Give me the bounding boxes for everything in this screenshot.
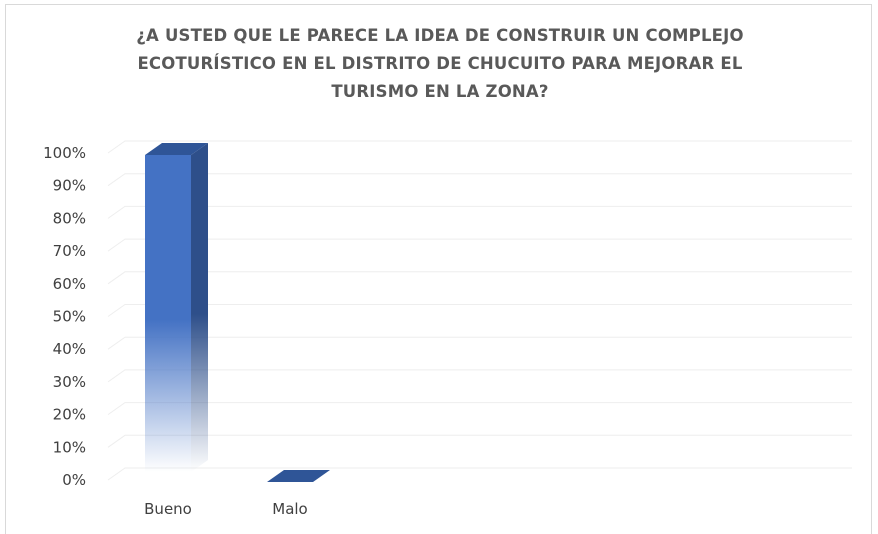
gridline <box>107 336 852 350</box>
y-tick-label: 60% <box>53 275 86 293</box>
bar-malo <box>267 470 330 482</box>
gridline <box>107 402 852 416</box>
y-axis-ticks: 0% 10% 20% 30% 40% 50% 60% 70% 80% 90% 100% <box>43 144 86 489</box>
gridline <box>107 304 852 317</box>
bar-top <box>145 143 208 155</box>
y-tick-label: 50% <box>53 308 86 326</box>
bar-bueno <box>145 143 208 472</box>
y-tick-label: 20% <box>53 406 86 424</box>
gridlines <box>107 140 852 481</box>
bar-top <box>267 470 330 482</box>
y-tick-label: 70% <box>53 242 86 260</box>
gridline <box>107 467 852 481</box>
gridline <box>107 173 852 187</box>
y-tick-label: 10% <box>53 438 86 456</box>
y-tick-label: 30% <box>53 373 86 391</box>
gridline <box>107 205 852 219</box>
category-label: Bueno <box>144 500 192 518</box>
category-label: Malo <box>272 500 307 518</box>
y-tick-label: 100% <box>43 144 86 162</box>
y-tick-label: 90% <box>53 177 86 195</box>
y-tick-label: 80% <box>53 209 86 227</box>
gridline <box>107 369 852 383</box>
y-tick-label: 0% <box>62 471 86 489</box>
bar-front <box>145 155 191 472</box>
bars <box>145 143 330 482</box>
bar-side <box>191 143 208 472</box>
y-tick-label: 40% <box>53 340 86 358</box>
gridline <box>107 434 852 448</box>
chart-title: ¿A USTED QUE LE PARECE LA IDEA DE CONSTR… <box>136 26 744 101</box>
gridline <box>107 271 852 285</box>
x-axis-categories: Bueno Malo <box>144 500 308 518</box>
gridline <box>107 238 852 252</box>
gridline <box>107 140 852 154</box>
